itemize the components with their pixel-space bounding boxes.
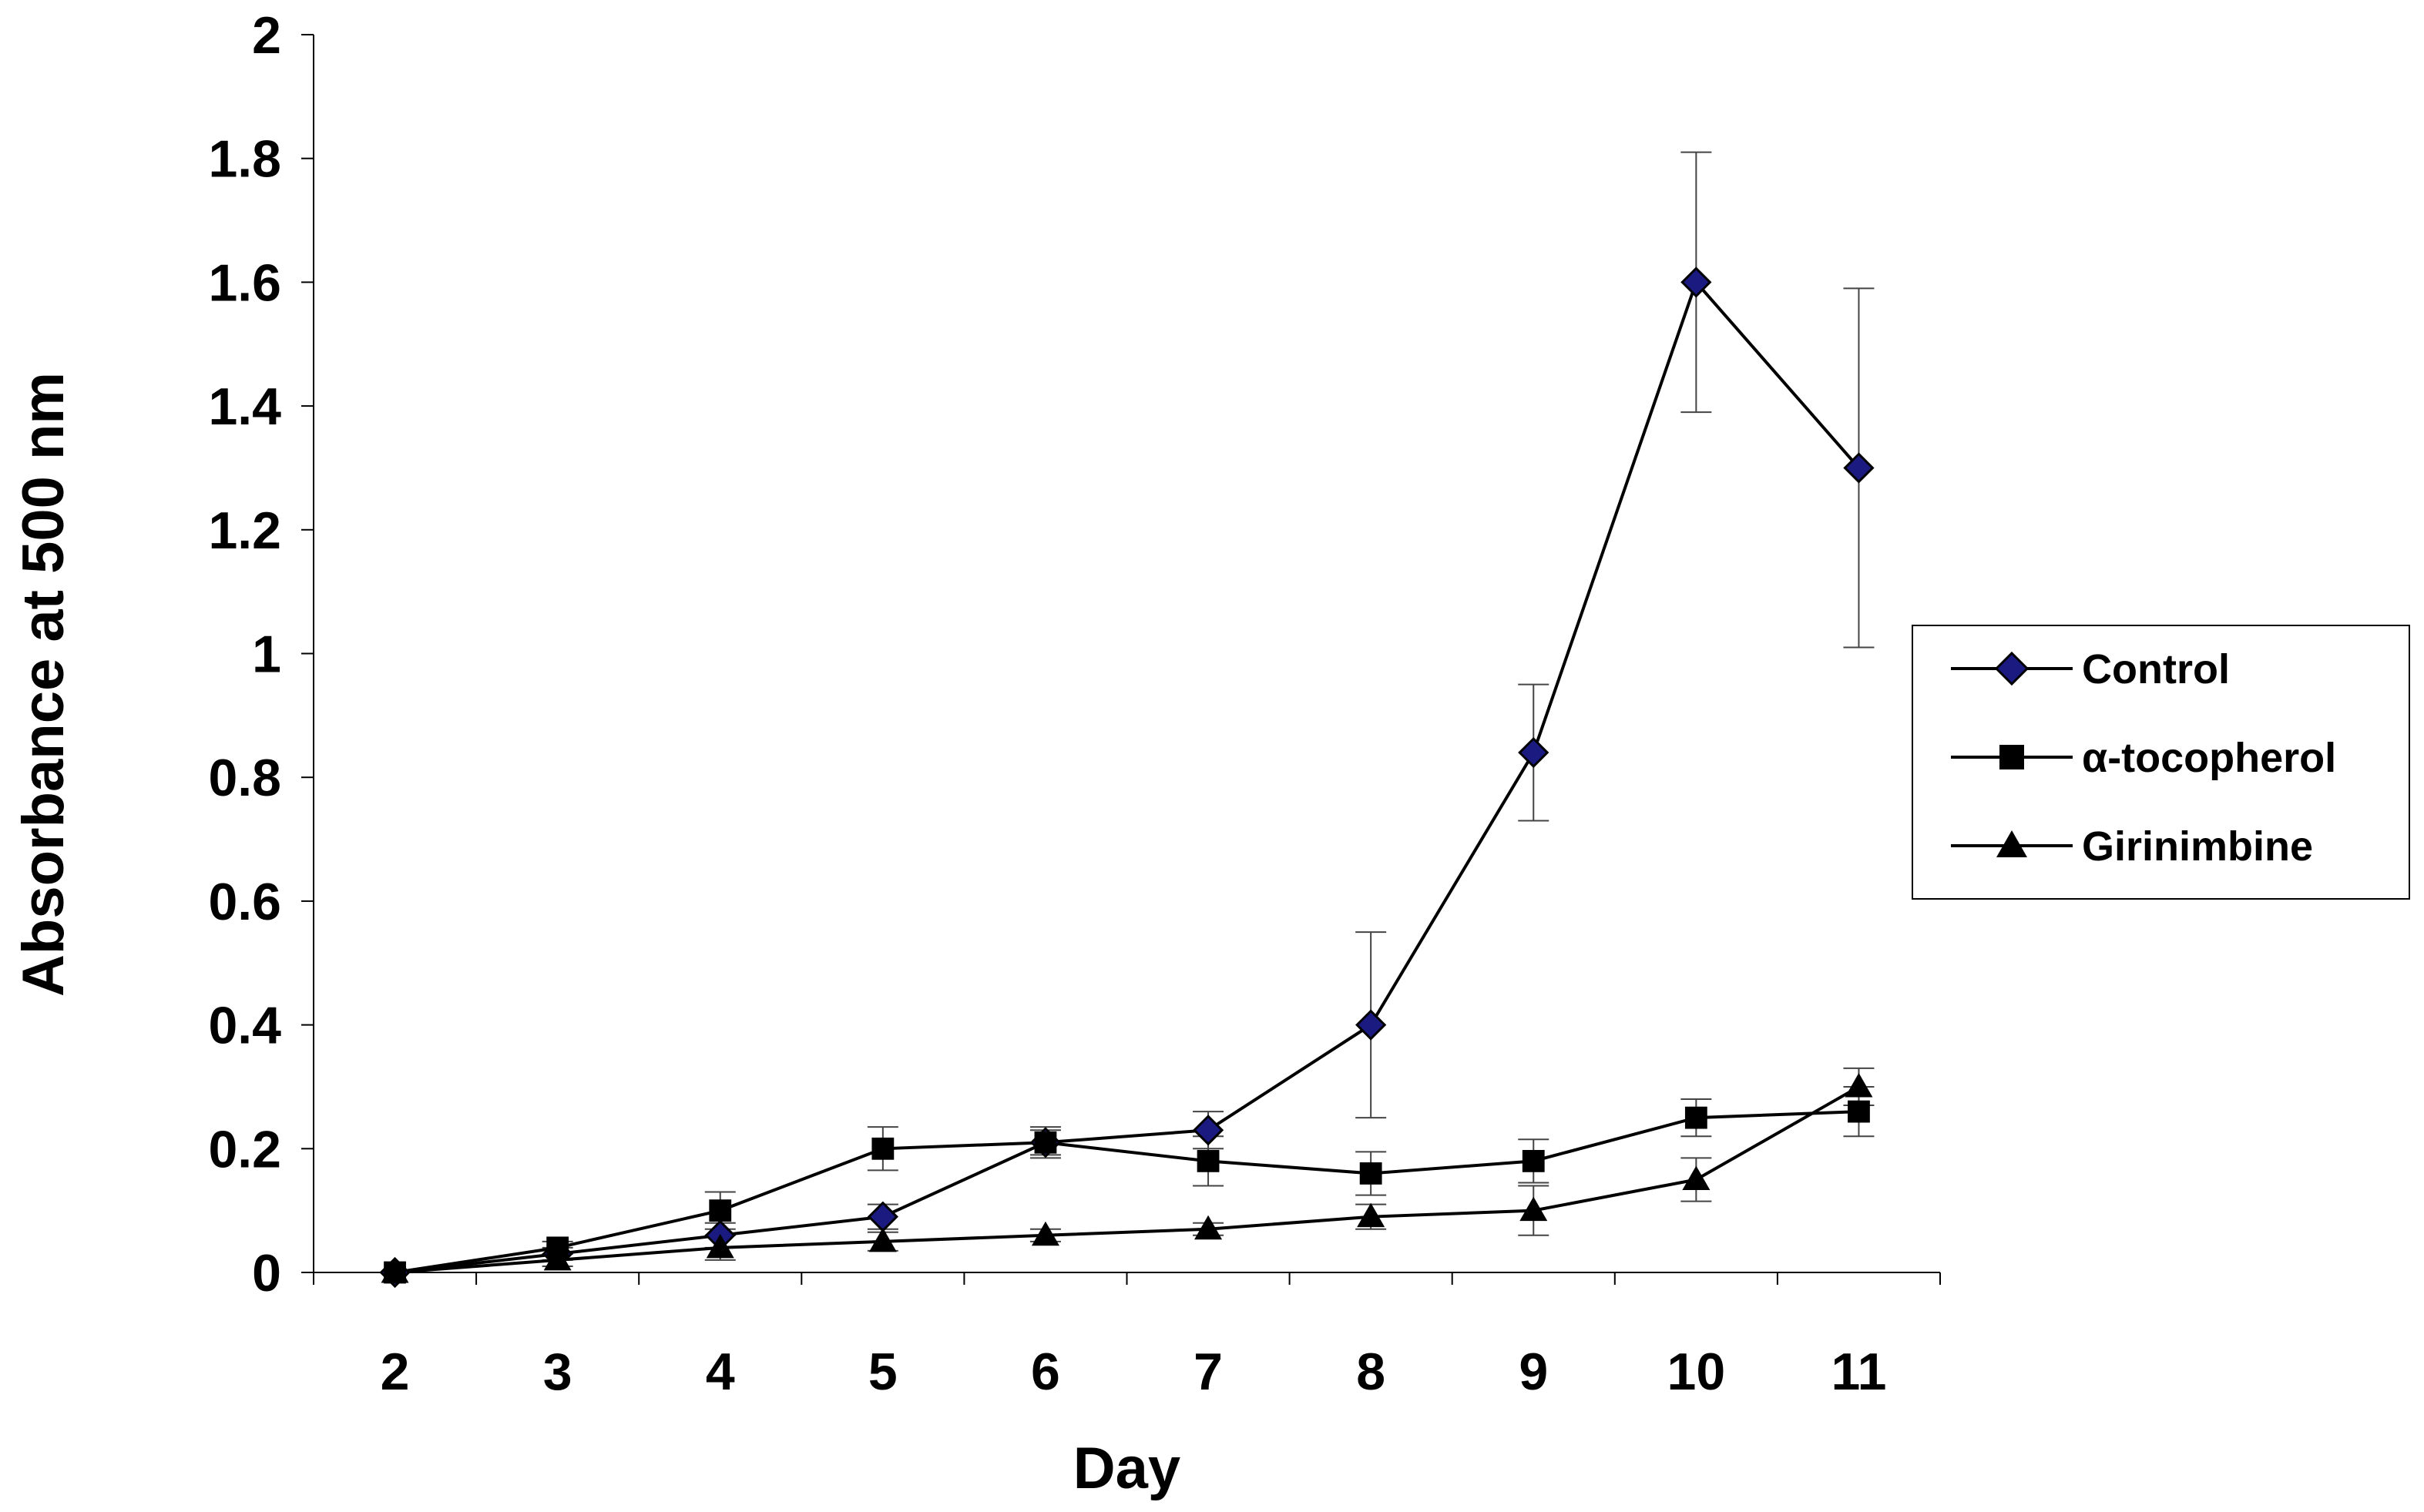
y-tick-label: 0.2	[208, 1120, 281, 1178]
data-point-triangle	[1357, 1202, 1385, 1228]
x-tick-label: 8	[1356, 1343, 1385, 1401]
data-point-triangle	[868, 1227, 897, 1252]
legend: Control α-tocopherol Girinimbine	[1912, 625, 2410, 900]
data-point-triangle	[1031, 1221, 1059, 1246]
x-tick-label: 6	[1031, 1343, 1060, 1401]
data-markers	[379, 267, 1875, 1289]
legend-marker	[1994, 651, 2030, 686]
y-tick-label: 1.8	[208, 130, 281, 189]
series-line-0	[394, 279, 1860, 1274]
x-tick-label: 7	[1194, 1343, 1223, 1401]
y-tick-label: 1.4	[208, 377, 281, 436]
data-point-square	[1197, 1149, 1220, 1172]
y-tick-label: 0.4	[208, 997, 281, 1055]
series-line-2	[394, 1085, 1860, 1274]
data-point-diamond	[1355, 1009, 1387, 1041]
data-point-diamond	[1518, 736, 1549, 769]
data-point-diamond	[1192, 1115, 1224, 1146]
data-point-square	[1359, 1162, 1382, 1185]
y-tick-label: 0.6	[208, 873, 281, 931]
series-line-1	[394, 1110, 1859, 1274]
data-point-triangle	[1682, 1165, 1711, 1190]
x-tick-label: 10	[1667, 1343, 1726, 1401]
y-tick-label: 1.6	[208, 253, 281, 312]
data-point-triangle	[543, 1245, 572, 1271]
data-point-diamond	[1680, 267, 1712, 298]
data-point-square	[1034, 1131, 1057, 1154]
x-tick-label: 9	[1519, 1343, 1548, 1401]
error-bars	[542, 151, 1875, 1267]
y-tick-label: 1	[252, 625, 281, 684]
legend-marker	[1999, 745, 2024, 769]
data-point-square	[1848, 1100, 1870, 1123]
data-point-square	[1522, 1149, 1545, 1172]
data-point-triangle	[706, 1233, 734, 1259]
tick-labels: 0 0.2 0.4 0.6 0.8 1 1.2 1.4 1.6 1.8 2 2 3 4 5 6 7 8 9 10 11	[208, 6, 1886, 1401]
x-tick-label: 2	[381, 1343, 410, 1401]
data-point-square	[709, 1199, 732, 1222]
legend-label: α-tocopherol	[2082, 735, 2336, 781]
axes	[301, 34, 1941, 1285]
y-tick-label: 2	[252, 6, 281, 65]
data-point-triangle	[1519, 1196, 1548, 1222]
y-tick-label: 1.2	[208, 501, 281, 560]
legend-label: Girinimbine	[2082, 823, 2313, 870]
data-point-square	[1684, 1106, 1707, 1129]
x-tick-label: 3	[543, 1343, 572, 1401]
data-point-square	[871, 1137, 895, 1160]
x-tick-label: 5	[868, 1343, 898, 1401]
y-tick-label: 0	[252, 1244, 281, 1302]
series-lines	[394, 279, 1860, 1274]
data-point-triangle	[381, 1259, 409, 1283]
x-axis-title: Day	[1073, 1436, 1180, 1501]
data-point-diamond	[867, 1201, 898, 1232]
data-point-triangle	[1194, 1215, 1223, 1240]
y-tick-label: 0.8	[208, 749, 281, 807]
x-tick-label: 4	[706, 1343, 735, 1401]
legend-marker	[1996, 830, 2027, 857]
legend-label: Control	[2082, 646, 2230, 692]
data-point-triangle	[1845, 1072, 1873, 1098]
legend-box	[1912, 625, 2410, 900]
data-point-diamond	[1843, 452, 1875, 484]
x-tick-label: 11	[1831, 1343, 1887, 1401]
y-axis-title: Absorbance at 500 nm	[11, 372, 76, 997]
